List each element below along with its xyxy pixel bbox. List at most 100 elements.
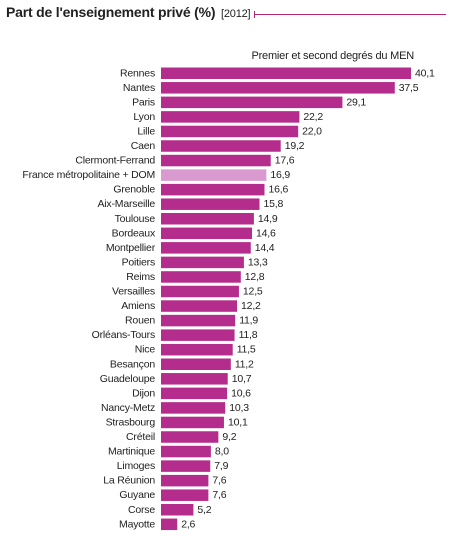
category-label-nice: Nice [135, 344, 156, 356]
value-label-france-metropolitaine-dom: 16,9 [270, 169, 290, 181]
title-rule [254, 14, 446, 15]
value-label-strasbourg: 10,1 [228, 416, 248, 428]
category-label-guadeloupe: Guadeloupe [100, 373, 156, 385]
chart-title: Part de l'enseignement privé (%) [2012] [6, 4, 251, 20]
value-label-montpellier: 14,4 [255, 242, 275, 254]
bar-guadeloupe [161, 373, 228, 385]
title-main: Part de l'enseignement privé (%) [6, 4, 216, 20]
category-label-mayotte: Mayotte [119, 518, 155, 530]
value-label-bordeaux: 14,6 [256, 227, 276, 239]
bar-la-reunion [161, 474, 209, 487]
bar-reims [161, 271, 241, 283]
value-label-toulouse: 14,9 [258, 213, 278, 225]
bar-aix-marseille [161, 198, 260, 210]
category-label-guyane: Guyane [119, 489, 155, 501]
value-label-nancy-metz: 10,3 [229, 402, 249, 414]
value-label-nice: 11,5 [237, 344, 256, 356]
bar-rennes [161, 67, 411, 79]
bar-paris [161, 96, 343, 109]
value-label-aix-marseille: 15,8 [264, 198, 284, 210]
bar-martinique [161, 445, 211, 458]
bar-france-metropolitaine-dom [161, 169, 267, 181]
bar-guyane [161, 489, 209, 501]
value-label-amiens: 12,2 [241, 300, 261, 312]
bar-montpellier [161, 242, 251, 254]
value-label-lille: 22,0 [302, 125, 322, 137]
bar-grenoble [161, 183, 265, 196]
bar-strasbourg [161, 416, 224, 429]
value-label-clermont-ferrand: 17,6 [275, 155, 295, 167]
category-label-creteil: Créteil [126, 431, 155, 443]
value-label-versailles: 12,5 [243, 286, 263, 298]
category-label-rouen: Rouen [125, 315, 155, 327]
value-label-dijon: 10,6 [231, 387, 251, 399]
title-row: Part de l'enseignement privé (%) [2012] [6, 4, 446, 28]
bar-besancon [161, 358, 231, 370]
category-label-lyon: Lyon [133, 111, 155, 123]
value-label-mayotte: 2,6 [181, 518, 195, 530]
bar-nantes [161, 82, 395, 94]
bar-toulouse [161, 213, 254, 225]
category-label-paris: Paris [132, 96, 155, 108]
bar-poitiers [161, 256, 244, 269]
category-label-nancy-metz: Nancy-Metz [101, 402, 155, 414]
value-label-nantes: 37,5 [399, 82, 419, 94]
category-label-besancon: Besançon [110, 358, 155, 370]
value-label-martinique: 8,0 [215, 446, 229, 458]
category-label-orleans-tours: Orléans-Tours [92, 329, 155, 341]
bar-nice [161, 343, 233, 356]
bar-lyon [161, 111, 300, 123]
value-label-rouen: 11,9 [239, 315, 258, 327]
value-label-corse: 5,2 [197, 504, 211, 516]
category-label-lille: Lille [137, 125, 155, 137]
bar-caen [161, 140, 281, 152]
category-label-nantes: Nantes [123, 82, 155, 94]
value-label-guyane: 7,6 [212, 489, 226, 501]
category-label-rennes: Rennes [120, 67, 155, 79]
value-label-poitiers: 13,3 [248, 256, 268, 268]
category-label-martinique: Martinique [108, 446, 155, 458]
bar-nancy-metz [161, 402, 226, 414]
value-label-grenoble: 16,6 [268, 184, 288, 196]
bar-orleans-tours [161, 329, 235, 341]
category-label-versailles: Versailles [112, 286, 155, 298]
value-label-rennes: 40,1 [415, 67, 435, 79]
category-label-limoges: Limoges [117, 460, 155, 472]
value-label-caen: 19,2 [285, 140, 305, 152]
value-label-reims: 12,8 [245, 271, 265, 283]
bar-rouen [161, 314, 236, 327]
bar-lille [161, 125, 299, 138]
category-label-reims: Reims [126, 271, 155, 283]
title-year: [2012] [221, 8, 251, 20]
bar-corse [161, 504, 194, 516]
bar-clermont-ferrand [161, 154, 271, 167]
category-label-strasbourg: Strasbourg [106, 416, 156, 428]
category-label-clermont-ferrand: Clermont-Ferrand [75, 155, 155, 167]
value-label-limoges: 7,9 [214, 460, 228, 472]
bar-limoges [161, 460, 211, 472]
value-label-orleans-tours: 11,8 [239, 329, 258, 341]
category-label-grenoble: Grenoble [113, 184, 155, 196]
category-label-poitiers: Poitiers [122, 256, 155, 268]
bar-bordeaux [161, 227, 253, 240]
category-label-france-metropolitaine-dom: France métropolitaine + DOM [22, 169, 155, 181]
value-label-la-reunion: 7,6 [212, 475, 226, 487]
bar-versailles [161, 285, 239, 298]
bar-amiens [161, 300, 238, 312]
value-label-lyon: 22,2 [303, 111, 323, 123]
category-label-la-reunion: La Réunion [103, 475, 155, 487]
category-label-caen: Caen [131, 140, 156, 152]
category-label-bordeaux: Bordeaux [112, 227, 156, 239]
value-label-creteil: 9,2 [222, 431, 236, 443]
category-label-toulouse: Toulouse [115, 213, 156, 225]
category-label-montpellier: Montpellier [106, 242, 156, 254]
value-label-guadeloupe: 10,7 [232, 373, 252, 385]
category-label-aix-marseille: Aix-Marseille [98, 198, 156, 210]
category-label-amiens: Amiens [121, 300, 155, 312]
value-label-besancon: 11,2 [235, 358, 254, 370]
category-label-dijon: Dijon [132, 387, 155, 399]
bar-dijon [161, 387, 228, 400]
bar-mayotte [161, 518, 178, 531]
category-label-corse: Corse [128, 504, 155, 516]
